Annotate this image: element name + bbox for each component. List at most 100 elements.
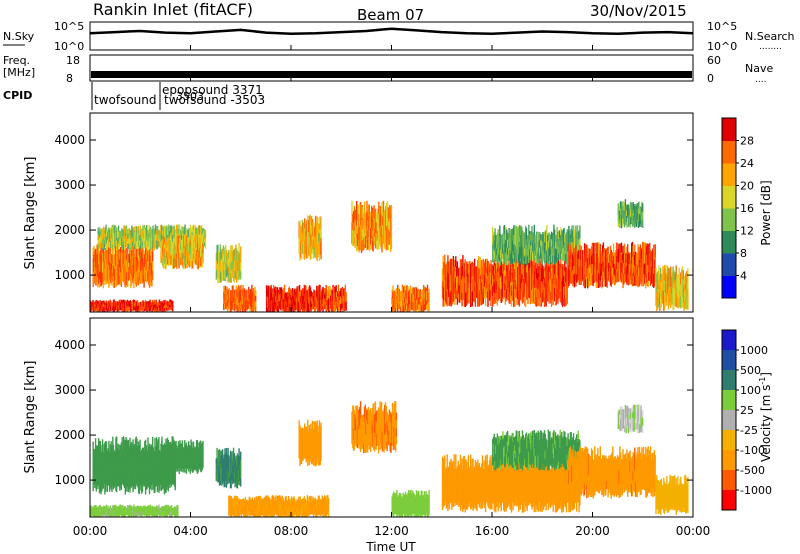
heatmap-cell — [621, 254, 623, 261]
heatmap-cell — [684, 292, 686, 301]
heatmap-cell — [302, 243, 304, 255]
heatmap-cell — [625, 215, 627, 225]
heatmap-cell — [324, 509, 327, 514]
heatmap-cell — [283, 293, 286, 303]
heatmap-cell — [371, 207, 374, 222]
heatmap-cell — [414, 299, 416, 312]
heatmap-cell — [367, 215, 370, 227]
heatmap-cell — [315, 451, 318, 466]
heatmap-cell — [265, 509, 267, 516]
heatmap-cell — [304, 446, 306, 459]
heatmap-cell — [642, 219, 644, 228]
heatmap-cell — [581, 250, 583, 266]
heatmap-cell — [119, 267, 121, 276]
heatmap-cell — [528, 271, 530, 280]
heatmap-cell — [345, 292, 347, 302]
heatmap-cell — [631, 216, 634, 227]
heatmap-cell — [144, 267, 146, 281]
heatmap-cell — [94, 261, 96, 273]
heatmap-cell — [135, 514, 137, 517]
heatmap-cell — [651, 250, 653, 259]
heatmap-cell — [473, 280, 476, 292]
heatmap-cell — [531, 275, 533, 290]
heatmap-cell — [395, 299, 397, 309]
heatmap-cell — [152, 237, 154, 249]
heatmap-cell — [684, 297, 687, 306]
heatmap-cell — [235, 503, 237, 511]
heatmap-cell — [232, 302, 234, 311]
heatmap-cell — [178, 244, 180, 253]
heatmap-cell — [567, 229, 569, 245]
heatmap-cell — [618, 215, 620, 225]
heatmap-cell — [223, 476, 225, 488]
heatmap-cell — [115, 511, 118, 517]
heatmap-cell — [266, 505, 269, 511]
heatmap-cell — [416, 294, 418, 300]
heatmap-cell — [167, 306, 169, 308]
nsearch-dots: ........ — [759, 42, 782, 52]
heatmap-cell — [510, 282, 512, 300]
heatmap-cell — [564, 242, 566, 252]
heatmap-cell — [124, 458, 126, 477]
heatmap-cell — [197, 453, 199, 460]
heatmap-cell — [157, 506, 159, 510]
heatmap-cell — [320, 432, 322, 442]
heatmap-cell — [529, 233, 532, 241]
heatmap-cell — [641, 277, 643, 287]
heatmap-cell — [305, 506, 308, 512]
heatmap-cell — [653, 250, 656, 260]
heatmap-cell — [360, 414, 363, 432]
heatmap-cell — [473, 291, 476, 303]
heatmap-cell — [308, 438, 311, 452]
heatmap-cell — [458, 268, 460, 277]
heatmap-cell — [98, 270, 101, 279]
heatmap-cell — [614, 268, 616, 277]
heatmap-cell — [497, 262, 499, 272]
heatmap-cell — [156, 510, 159, 514]
heatmap-cell — [246, 503, 248, 509]
heatmap-cell — [233, 473, 236, 483]
heatmap-cell — [502, 233, 504, 244]
heatmap-cell — [514, 245, 517, 263]
heatmap-cell — [244, 295, 247, 302]
heatmap-cell — [422, 291, 425, 299]
heatmap-cell — [561, 240, 564, 251]
heatmap-cell — [293, 289, 295, 297]
heatmap-cell — [324, 303, 326, 310]
heatmap-cell — [112, 508, 114, 512]
heatmap-cell — [448, 279, 451, 293]
heatmap-cell — [267, 509, 269, 517]
heatmap-cell — [138, 231, 140, 237]
heatmap-cell — [633, 252, 635, 260]
heatmap-cell — [176, 445, 178, 454]
heatmap-cell — [296, 499, 298, 504]
heatmap-cell — [192, 447, 194, 461]
heatmap-cell — [642, 275, 645, 287]
heatmap-cell — [275, 504, 277, 510]
heatmap-cell — [575, 259, 577, 273]
heatmap-cell — [99, 227, 101, 233]
heatmap-cell — [192, 461, 195, 472]
heatmap-cell — [172, 241, 174, 249]
heatmap-cell — [281, 509, 283, 517]
heatmap-cell — [498, 241, 500, 248]
y-tick-label: 3000 — [54, 178, 85, 192]
heatmap-cell — [185, 453, 188, 464]
heatmap-cell — [168, 252, 170, 260]
heatmap-cell — [137, 243, 139, 249]
heatmap-cell — [302, 498, 305, 503]
heatmap-cell — [590, 273, 593, 283]
heatmap-cell — [102, 476, 105, 489]
heatmap-cell — [204, 229, 206, 234]
heatmap-cell — [317, 425, 319, 445]
heatmap-cell — [94, 461, 97, 486]
heatmap-cell — [188, 252, 190, 260]
heatmap-cell — [98, 302, 100, 308]
heatmap-cell — [488, 281, 490, 301]
heatmap-cell — [460, 286, 462, 300]
heatmap-cell — [354, 430, 356, 446]
heatmap-cell — [161, 511, 163, 516]
heatmap-cell — [413, 299, 415, 305]
heatmap-cell — [175, 246, 177, 254]
heatmap-cell — [598, 242, 600, 258]
